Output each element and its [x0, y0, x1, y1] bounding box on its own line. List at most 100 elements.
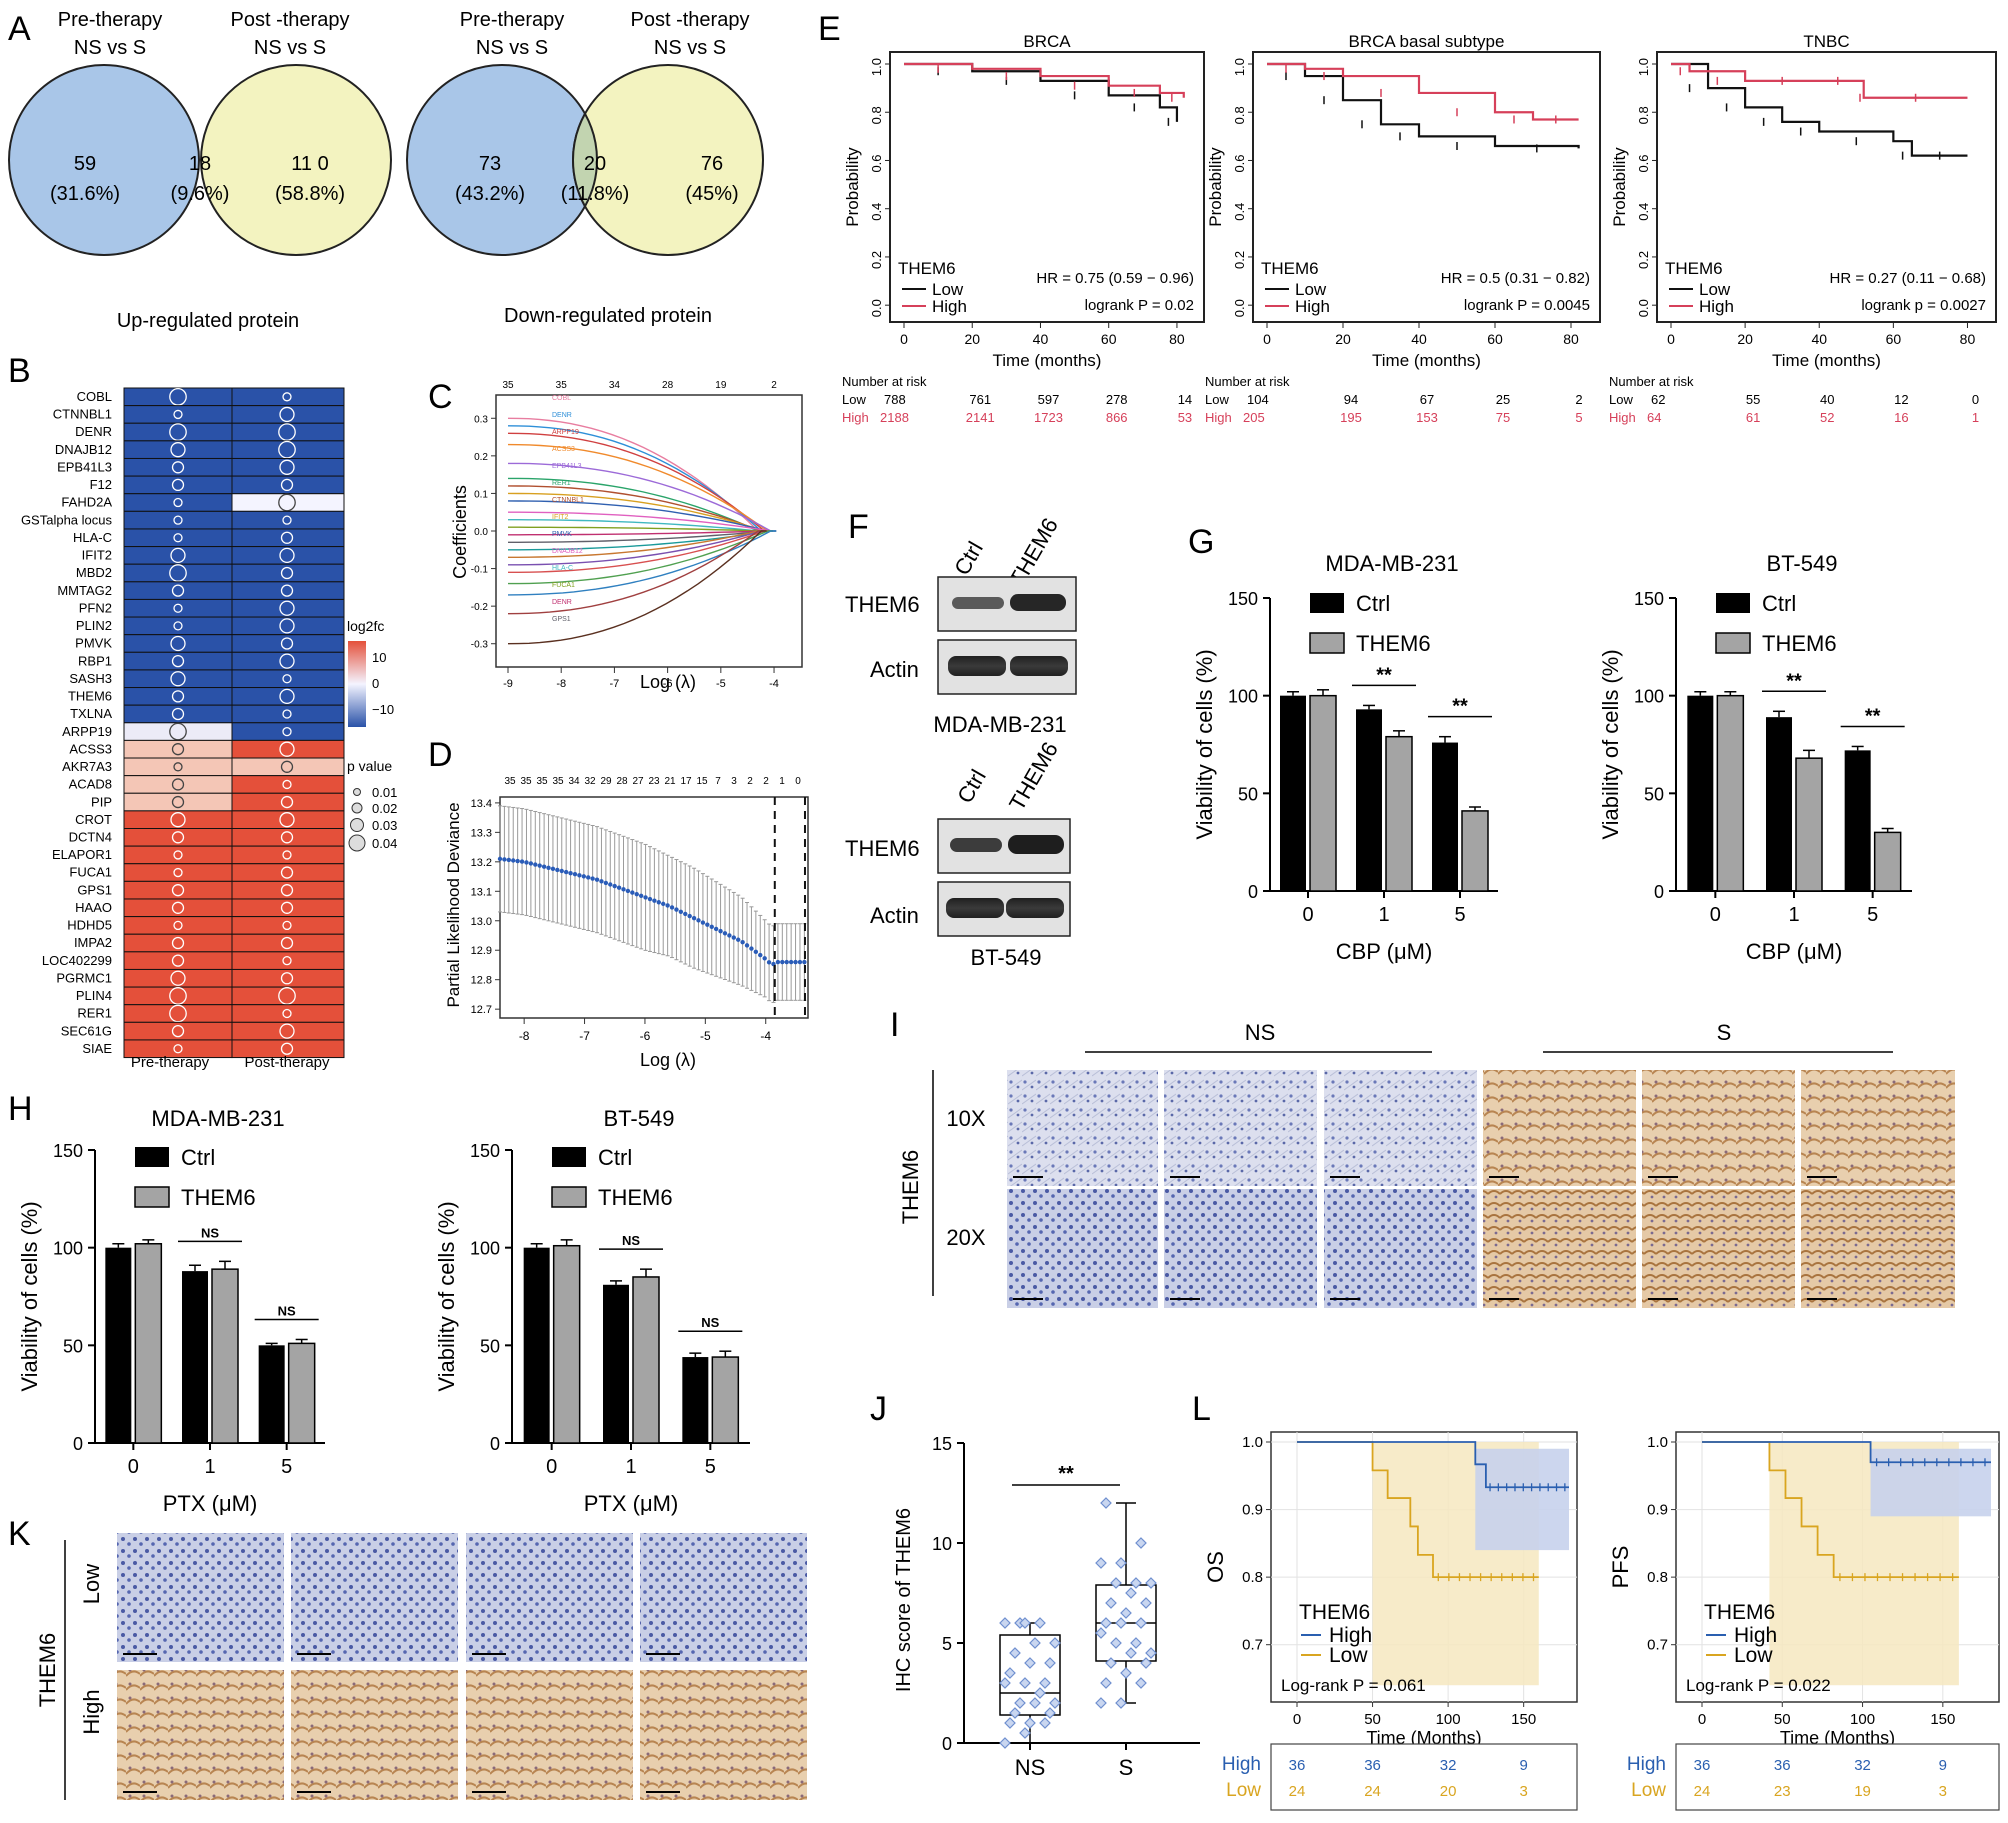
km-xtick-label: 80 [1563, 331, 1579, 347]
venn-down-pct-right: (45%) [685, 183, 738, 205]
fc-legend-tick-0: 0 [372, 676, 379, 691]
heatmap-dot-pre [171, 743, 185, 756]
heatmap-cell-post [231, 704, 345, 724]
cv-top-tick: 29 [600, 776, 612, 787]
ihc-image [1801, 1189, 1955, 1308]
km-xtick-label: 0 [1263, 331, 1271, 347]
heatmap-dot-pre [173, 603, 183, 613]
cv-deviance-plot: -8 -7 -6 -5 -413.413.313.213.113.012.912.812… [471, 776, 807, 1043]
cv-point [612, 883, 617, 889]
bar-legend-them6-swatch [1715, 632, 1751, 654]
cv-point [519, 859, 525, 864]
cv-point [621, 887, 626, 892]
cv-point [537, 863, 542, 868]
cv-point [793, 959, 798, 965]
km-cohort-ytick-label: 0.8 [1647, 1569, 1668, 1586]
km-risk-high-value: 16 [1894, 410, 1908, 425]
km-xlabel: Time (months) [1372, 351, 1481, 370]
fc-legend-title: log2fc [347, 618, 384, 634]
venn-up: Pre-therapy NS vs S Post -therapy NS vs … [9, 9, 392, 332]
cv-point [758, 952, 763, 958]
km-plot-2: TNBC 0 20 40 60 80 1.0 0.8 0.6 0.4 0.2 0.0 Probabili… [1609, 32, 1997, 425]
km-cohort-ylabel: PFS [1608, 1546, 1633, 1589]
p-legend-tick-2: 0.02 [372, 801, 397, 816]
panel-k: K THEM6 Low High [8, 1515, 807, 1800]
km-risk-low-value: 278 [1106, 392, 1128, 407]
heatmap-cell-pre [123, 634, 233, 653]
cv-ytick-label: 13.4 [471, 798, 492, 810]
km-cohort-risk-high-value: 32 [1440, 1757, 1457, 1774]
box-point [1029, 1637, 1041, 1649]
ihc-score-ylabel: IHC score of THEM6 [893, 1508, 915, 1692]
km-risk-low-value: 62 [1651, 392, 1665, 407]
km-cohort-risk-low-label: Low [1226, 1780, 1261, 1801]
km-risk-high-value: 64 [1647, 410, 1661, 425]
box-point [1004, 1667, 1016, 1679]
heatmap-dot-pre [173, 867, 183, 878]
box-ytick-label: 0 [942, 1734, 952, 1754]
heatmap-cell-post [231, 1004, 345, 1023]
heatmap-dot-post [279, 406, 295, 423]
panel-f: F Ctrl THEM6 THEM6 Actin MDA-MB-231 Ctrl… [845, 508, 1077, 970]
bar-legend-them6: THEM6 [181, 1185, 256, 1210]
heatmap-cell-pre [123, 739, 233, 759]
heatmap-dot-post [279, 547, 295, 564]
panel-a: A Pre-therapy NS vs S Post -therapy NS v… [8, 9, 764, 332]
km-cohort-ytick-label: 1.0 [1242, 1434, 1263, 1451]
cv-point [696, 918, 701, 923]
km-risk-low-value: 12 [1894, 392, 1908, 407]
cv-point [753, 949, 759, 955]
cv-top-tick: 28 [616, 776, 628, 787]
lasso-line-label: COBL [552, 395, 571, 402]
lasso-line-label: DENR [552, 599, 572, 606]
bar-ctrl [258, 1345, 285, 1443]
heatmap-cell-pre [123, 546, 233, 565]
heatmap-dot-pre [173, 762, 183, 772]
cv-top-tick: 35 [520, 776, 532, 787]
lasso-line-label: ACSS3 [552, 446, 575, 453]
heatmap-cell-post [231, 510, 345, 530]
km-cohort-risk-low-value: 24 [1289, 1783, 1306, 1800]
km-xlabel: Time (months) [1772, 351, 1881, 370]
heatmap-dot-pre [171, 584, 185, 597]
cv-ytick-label: 12.7 [471, 1004, 492, 1016]
km-xtick-label: 80 [1169, 331, 1185, 347]
heatmap-dot-pre [173, 533, 183, 543]
cv-point [528, 861, 534, 866]
cv-xlabel: Log (λ) [640, 1050, 696, 1070]
bar-xlabel: CBP (μM) [1336, 939, 1433, 964]
bar-xtick-label: 1 [1378, 904, 1389, 926]
heatmap-dot-post [282, 515, 292, 525]
venn-down: Pre-therapy NS vs S Post -therapy NS vs … [406, 9, 764, 327]
panel-letter-e: E [818, 10, 841, 48]
cv-point [731, 935, 736, 940]
box-point [1019, 1677, 1031, 1689]
km-risk-high-value: 5 [1575, 410, 1582, 425]
lasso-ytick-label: 0.0 [474, 527, 488, 538]
km-high-ci [1475, 1448, 1569, 1551]
heatmap-gene-label: GPS1 [77, 882, 112, 897]
km-cohort-risk-high-value: 32 [1854, 1757, 1871, 1774]
heatmap-dot-post [282, 392, 292, 402]
km-cohort-xtick-label: 150 [1930, 1711, 1955, 1728]
lasso-path [508, 530, 764, 558]
heatmap-cell-post [231, 687, 345, 706]
cv-point [705, 922, 710, 927]
heatmap-dot-post [282, 779, 292, 790]
box-point [1120, 1607, 1132, 1619]
cv-point [736, 937, 741, 942]
lasso-ytick-label: 0.1 [474, 489, 488, 500]
panel-letter-b: B [8, 352, 31, 390]
box-point [1095, 1697, 1107, 1709]
heatmap-dot-pre [171, 461, 185, 474]
heatmap-dot-post [280, 531, 294, 544]
km-cohort-risk-low-value: 19 [1854, 1783, 1871, 1800]
heatmap-cell-post [231, 563, 345, 583]
heatmap-cell-post [231, 898, 345, 918]
km-cohort-risk-high-value: 36 [1774, 1757, 1791, 1774]
heatmap-dot-pre [171, 954, 185, 967]
cv-top-tick: 35 [536, 776, 548, 787]
venn-up-right-title-2: NS vs S [254, 37, 326, 59]
box-point [1130, 1637, 1142, 1649]
